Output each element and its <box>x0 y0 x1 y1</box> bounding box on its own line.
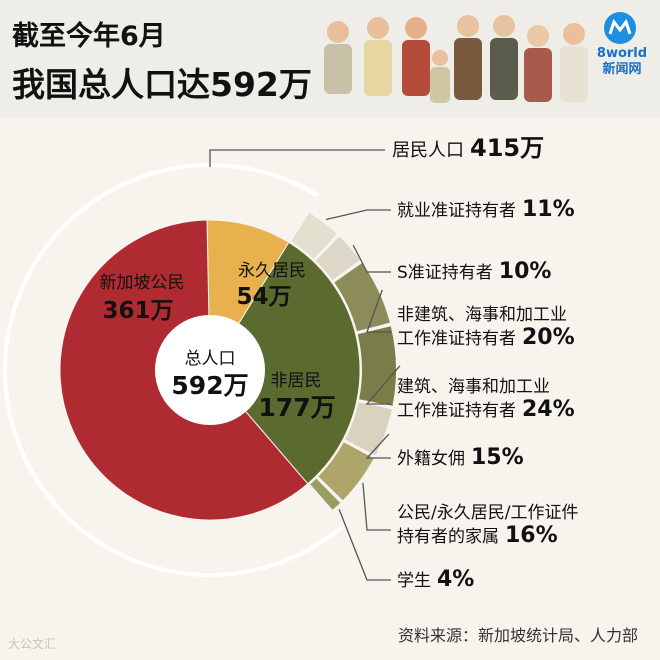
ring-segment-4 <box>357 326 396 406</box>
people-figures-icon <box>324 15 588 103</box>
title-line-2: 我国总人口达592万 <box>12 65 312 104</box>
resident-total-label: 居民人口 415万 <box>392 134 544 162</box>
total-label: 总人口 <box>185 349 236 369</box>
resident-connector-line <box>209 149 385 167</box>
breakdown-label-7-line-1: 学生 4% <box>397 567 474 592</box>
breakdown-value-1: 11% <box>522 197 575 222</box>
watermark-text: 大公文汇 <box>8 637 57 651</box>
title-line-1: 截至今年6月 <box>12 21 166 52</box>
ring-segment-6 <box>318 442 374 501</box>
pr-label: 永久居民 <box>238 261 306 281</box>
logo-text-xinwenwang: 新闻网 <box>602 62 642 77</box>
ring-segment-5 <box>345 402 392 456</box>
pr-value: 54万 <box>236 284 291 310</box>
connector-line-6 <box>362 482 391 531</box>
breakdown-value-4: 24% <box>522 397 575 422</box>
resident-total-value: 415万 <box>470 134 544 162</box>
breakdown-label-2-line-1: S准证持有者 10% <box>397 259 551 284</box>
breakdown-label-3-line-1: 非建筑、海事和加工业 <box>397 305 567 325</box>
donut-center-hole <box>155 315 265 425</box>
pie-slice-non-residents <box>209 241 361 485</box>
breakdown-label-5-line-1: 外籍女佣 15% <box>397 445 524 470</box>
breakdown-value-5: 15% <box>471 445 524 470</box>
breakdown-label-6-line-2: 持有者的家属 16% <box>397 523 558 548</box>
breakdown-label-6-line-1: 公民/永久居民/工作证件 <box>397 503 578 523</box>
breakdown-value-6: 16% <box>505 523 558 548</box>
connector-line-4 <box>365 365 401 405</box>
connector-line-7 <box>338 509 391 581</box>
connector-line-5 <box>365 433 391 459</box>
breakdown-value-2: 10% <box>499 259 552 284</box>
ring-segment-2 <box>315 236 360 281</box>
non-residents-value: 177万 <box>258 393 335 422</box>
citizens-label: 新加坡公民 <box>100 273 185 293</box>
breakdown-label-1-line-1: 就业准证持有者 11% <box>397 197 575 222</box>
source-note: 资料来源：新加坡统计局、人力部 <box>397 626 638 645</box>
connector-line-1 <box>325 209 391 221</box>
8world-logo <box>604 12 636 44</box>
ring-segment-3 <box>334 262 390 332</box>
connector-line-3 <box>366 289 391 333</box>
ring-segment-7 <box>310 478 341 510</box>
breakdown-label-4-line-2: 工作准证持有者 24% <box>397 397 575 422</box>
ring-segment-1 <box>291 212 337 259</box>
logo-text-8world: 8world <box>596 46 648 61</box>
logo-wordmark: 8world 新闻网 <box>590 46 654 78</box>
connector-line-2 <box>352 244 391 273</box>
breakdown-value-7: 4% <box>437 567 474 592</box>
breakdown-value-3: 20% <box>522 325 575 350</box>
non-residents-label: 非居民 <box>271 371 322 391</box>
people-illustration <box>324 15 588 103</box>
citizens-value: 361万 <box>102 298 173 324</box>
breakdown-label-3-line-2: 工作准证持有者 20% <box>397 325 575 350</box>
resident-outer-arc <box>3 163 345 577</box>
breakdown-label-4-line-1: 建筑、海事和加工业 <box>397 377 550 397</box>
total-value: 592万 <box>171 371 248 400</box>
